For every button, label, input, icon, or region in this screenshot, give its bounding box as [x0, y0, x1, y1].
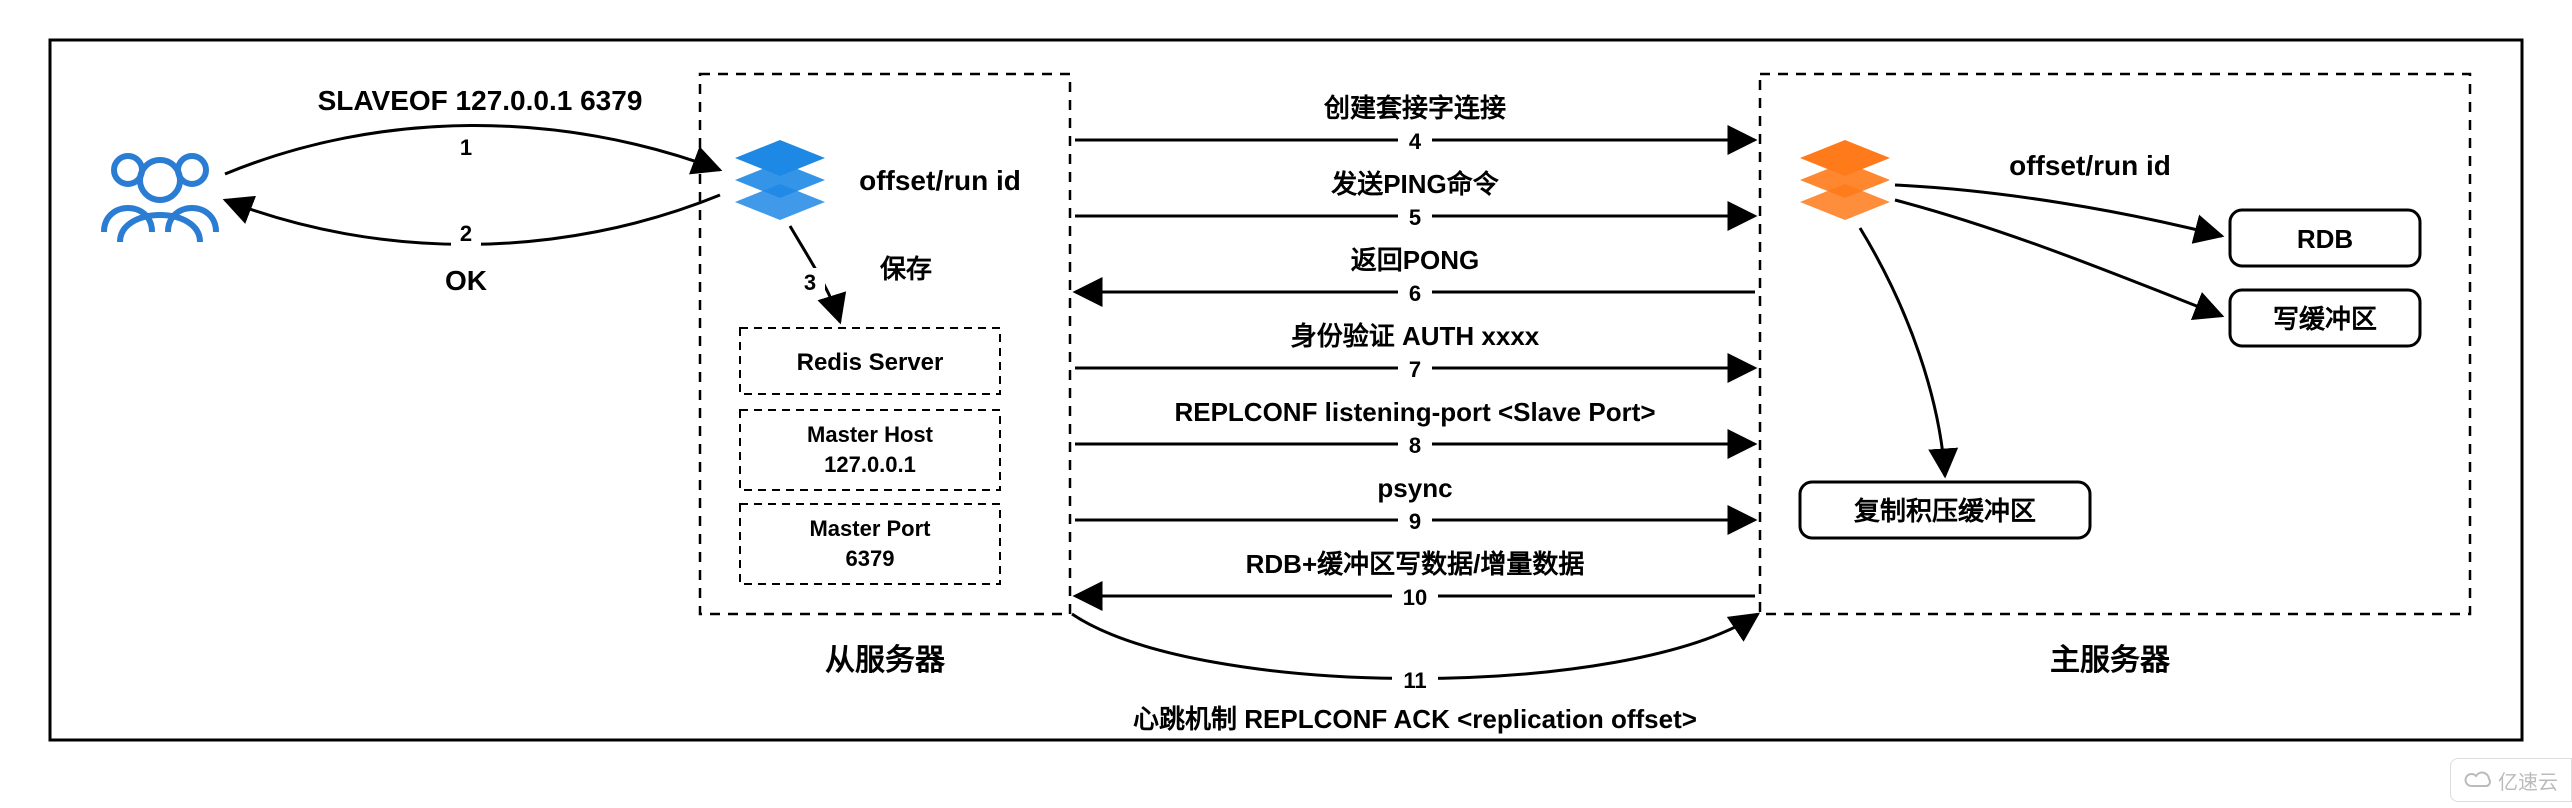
- slave-box1-text: Redis Server: [797, 349, 944, 376]
- msg1-text: SLAVEOF 127.0.0.1 6379: [318, 85, 643, 116]
- msg11-num: 11: [1403, 668, 1426, 693]
- msg6-num: 6: [1409, 281, 1421, 306]
- writebuf-text: 写缓冲区: [2273, 304, 2377, 334]
- msg4-num: 4: [1409, 129, 1422, 154]
- msg2-text: OK: [445, 265, 487, 296]
- users-icon: [104, 156, 216, 242]
- msg5-text: 发送PING命令: [1330, 169, 1500, 199]
- msg1-num: 1: [460, 135, 472, 160]
- msg7-text: 身份验证 AUTH xxxx: [1291, 321, 1540, 351]
- master-server-icon: [1800, 140, 1890, 220]
- watermark-text: 亿速云: [2498, 766, 2558, 795]
- master-title: 主服务器: [2050, 644, 2171, 677]
- msg8-num: 8: [1409, 433, 1421, 458]
- msg7-num: 7: [1409, 357, 1421, 382]
- watermark: 亿速云: [2450, 758, 2572, 802]
- arrow-to-rdb: [1895, 185, 2222, 236]
- msg5-num: 5: [1409, 205, 1421, 230]
- msg10-text: RDB+缓冲区写数据/增量数据: [1246, 549, 1585, 579]
- msg8-text: REPLCONF listening-port <Slave Port>: [1174, 397, 1655, 427]
- arrow-to-backlog: [1860, 228, 1945, 476]
- slave-box3-l2: 6379: [846, 546, 895, 571]
- slave-offset-label: offset/run id: [859, 165, 1021, 196]
- msg11-text: 心跳机制 REPLCONF ACK <replication offset>: [1133, 704, 1697, 734]
- msg10-num: 10: [1403, 585, 1427, 610]
- msg9-num: 9: [1409, 509, 1421, 534]
- slave-server-icon: [735, 140, 825, 220]
- backlog-text: 复制积压缓冲区: [1854, 496, 2036, 526]
- master-offset-label: offset/run id: [2009, 150, 2171, 181]
- slave-box2-l2: 127.0.0.1: [824, 452, 916, 477]
- diagram-canvas: offset/run id SLAVEOF 127.0.0.1 6379 1 2…: [0, 0, 2572, 808]
- msg2-num: 2: [460, 221, 472, 246]
- rdb-text: RDB: [2297, 224, 2353, 254]
- msg6-text: 返回PONG: [1351, 245, 1480, 275]
- slave-title: 从服务器: [825, 644, 946, 677]
- msg9-text: psync: [1377, 473, 1452, 503]
- msg3-num: 3: [804, 270, 816, 295]
- slave-box2-l1: Master Host: [807, 422, 934, 447]
- msg3-text: 保存: [879, 254, 932, 284]
- outer-border: [50, 40, 2522, 740]
- slave-box3-l1: Master Port: [809, 516, 931, 541]
- msg4-text: 创建套接字连接: [1323, 93, 1506, 123]
- arrow-to-writebuf: [1895, 200, 2222, 316]
